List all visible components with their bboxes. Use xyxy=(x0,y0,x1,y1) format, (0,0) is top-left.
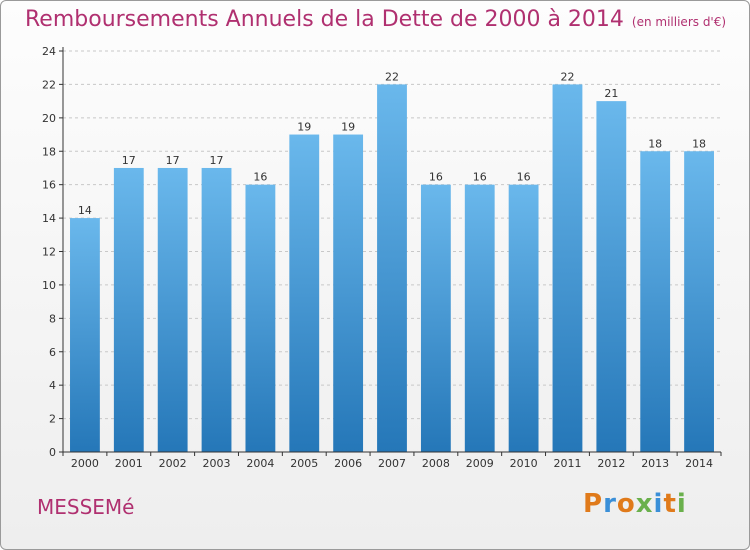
bar xyxy=(113,167,144,453)
bar xyxy=(508,184,539,452)
bar xyxy=(70,218,100,452)
bar xyxy=(377,84,407,453)
bar-value-label: 18 xyxy=(692,137,706,150)
bar-value-label: 22 xyxy=(385,70,399,83)
y-tick-label: 4 xyxy=(49,379,56,392)
x-tick-label: 2014 xyxy=(685,457,713,470)
chart-title-text: Remboursements Annuels de la Dette de 20… xyxy=(25,7,624,32)
commune-name: MESSEMé xyxy=(37,495,135,519)
logo-letter: P xyxy=(583,489,604,519)
x-tick-label: 2010 xyxy=(510,457,538,470)
bar-value-label: 14 xyxy=(78,204,92,217)
bars-layer xyxy=(70,84,714,453)
bar xyxy=(640,151,671,452)
bar xyxy=(245,184,276,452)
bar-value-label: 16 xyxy=(429,171,443,184)
bar-value-label: 17 xyxy=(166,154,180,167)
bar-value-label: 21 xyxy=(604,87,618,100)
logo-letter: o xyxy=(616,489,636,519)
logo-letter: r xyxy=(603,489,617,519)
bar-value-label: 16 xyxy=(473,171,487,184)
x-tick-label: 2012 xyxy=(597,457,625,470)
proxiti-logo[interactable]: Proxiti xyxy=(583,489,687,519)
x-tick-label: 2005 xyxy=(290,457,318,470)
x-tick-label: 2002 xyxy=(159,457,187,470)
bar-value-label: 18 xyxy=(648,137,662,150)
x-tick-label: 2009 xyxy=(466,457,494,470)
bar xyxy=(333,134,364,452)
y-tick-label: 0 xyxy=(49,446,56,459)
y-tick-label: 16 xyxy=(42,179,56,192)
logo-letter: t xyxy=(663,489,677,519)
logo-letter: i xyxy=(653,489,664,519)
bar xyxy=(552,84,583,453)
bar xyxy=(596,101,627,452)
bar xyxy=(157,167,188,453)
y-tick-label: 14 xyxy=(42,212,56,225)
y-tick-label: 20 xyxy=(42,112,56,125)
logo-letter: x xyxy=(635,489,654,519)
y-tick-label: 6 xyxy=(49,346,56,359)
chart-title: Remboursements Annuels de la Dette de 20… xyxy=(25,7,726,32)
x-tick-label: 2000 xyxy=(71,457,99,470)
bar-value-label: 16 xyxy=(253,171,267,184)
bar-value-label: 22 xyxy=(560,70,574,83)
bar xyxy=(464,184,495,452)
x-tick-label: 2013 xyxy=(641,457,669,470)
bar xyxy=(684,151,714,452)
y-tick-label: 8 xyxy=(49,312,56,325)
x-tick-label: 2006 xyxy=(334,457,362,470)
x-tick-label: 2004 xyxy=(246,457,274,470)
bar-value-label: 17 xyxy=(122,154,136,167)
x-tick-label: 2007 xyxy=(378,457,406,470)
bar-value-label: 16 xyxy=(517,171,531,184)
labels-layer: 14 17 17 17 16 19 19 22 16 16 16 22 21 18 18 xyxy=(78,70,706,217)
y-tick-label: 12 xyxy=(42,246,56,259)
x-tick-label: 2003 xyxy=(203,457,231,470)
bar xyxy=(420,184,451,452)
y-tick-label: 22 xyxy=(42,78,56,91)
bar xyxy=(289,134,320,452)
bar-value-label: 19 xyxy=(297,121,311,134)
x-tick-label: 2008 xyxy=(422,457,450,470)
y-tick-label: 18 xyxy=(42,145,56,158)
bar xyxy=(201,167,232,453)
y-tick-label: 10 xyxy=(42,279,56,292)
x-tick-label: 2001 xyxy=(115,457,143,470)
bar-value-label: 17 xyxy=(210,154,224,167)
bar-value-label: 19 xyxy=(341,121,355,134)
logo-letter: i xyxy=(676,489,687,519)
y-tick-label: 2 xyxy=(49,413,56,426)
chart-subtitle: (en milliers d'€) xyxy=(631,15,727,29)
x-tick-label: 2011 xyxy=(553,457,581,470)
y-tick-label: 24 xyxy=(42,45,56,58)
